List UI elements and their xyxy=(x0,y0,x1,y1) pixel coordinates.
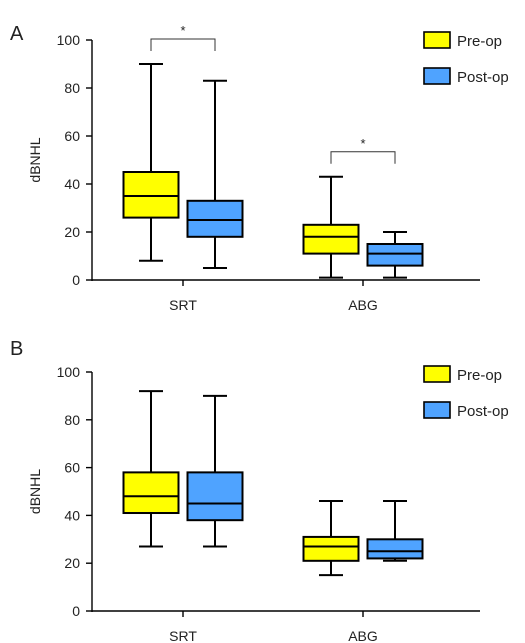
legend-label: Pre-op xyxy=(457,367,502,384)
bracket-line xyxy=(330,151,396,164)
panel-letter: B xyxy=(10,338,23,360)
y-tick-label: 80 xyxy=(64,80,80,96)
box-pre-op-abg xyxy=(302,175,360,279)
y-tick-label: 80 xyxy=(64,412,80,428)
y-tick-label: 100 xyxy=(57,364,81,380)
legend: Pre-op Post-op xyxy=(423,31,509,86)
chart-panel-b: B 0 20 40 60 80 100 dBNHL SRT ABG Pre-op Post-op xyxy=(10,338,509,643)
x-tick-label: SRT xyxy=(169,628,197,643)
y-tick-label: 60 xyxy=(64,460,80,476)
box-body xyxy=(302,223,360,255)
legend-label: Pre-op xyxy=(457,33,502,50)
panel-letter: A xyxy=(10,23,24,45)
box-pre-op-srt xyxy=(122,390,180,548)
y-axis-title: dBNHL xyxy=(27,469,43,514)
box-post-op-srt xyxy=(186,79,244,269)
x-tick-label: ABG xyxy=(348,297,378,313)
legend-swatch xyxy=(423,67,451,85)
bracket-line xyxy=(150,38,216,51)
x-tick-label: ABG xyxy=(348,628,378,643)
box-body xyxy=(186,471,244,522)
significance-bracket: * xyxy=(150,23,216,51)
legend: Pre-op Post-op xyxy=(423,365,509,420)
box-post-op-abg xyxy=(366,500,424,562)
legend-label: Post-op xyxy=(457,403,509,420)
legend-swatch xyxy=(423,31,451,49)
box-pre-op-abg xyxy=(302,500,360,577)
y-tick-label: 100 xyxy=(57,32,81,48)
significance-star: * xyxy=(180,23,185,38)
y-tick-label: 60 xyxy=(64,128,80,144)
legend-swatch xyxy=(423,401,451,419)
box-body xyxy=(122,171,180,219)
box-body xyxy=(186,199,244,238)
legend-swatch xyxy=(423,365,451,383)
box-body xyxy=(302,535,360,562)
y-tick-label: 0 xyxy=(72,603,80,619)
y-tick-label: 20 xyxy=(64,555,80,571)
box-body xyxy=(366,243,424,267)
legend-label: Post-op xyxy=(457,69,509,86)
box-body xyxy=(366,538,424,560)
box-post-op-srt xyxy=(186,394,244,548)
box-pre-op-srt xyxy=(122,63,180,262)
y-axis-title: dBNHL xyxy=(27,137,43,182)
y-tick-label: 40 xyxy=(64,176,80,192)
chart-panel-a: A 0 20 40 60 80 100 dBNHL SRT ABG * * Pre-op Post-op xyxy=(10,23,509,313)
y-tick-label: 40 xyxy=(64,507,80,523)
box-body xyxy=(122,471,180,515)
box-post-op-abg xyxy=(366,231,424,279)
y-tick-label: 20 xyxy=(64,224,80,240)
significance-star: * xyxy=(360,136,365,151)
x-tick-label: SRT xyxy=(169,297,197,313)
significance-bracket: * xyxy=(330,136,396,164)
y-tick-label: 0 xyxy=(72,272,80,288)
